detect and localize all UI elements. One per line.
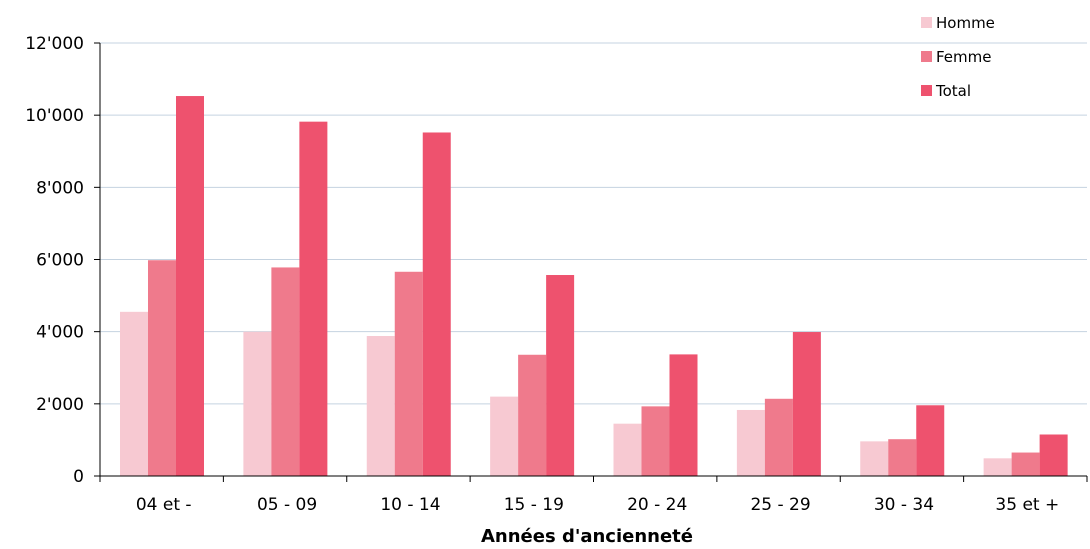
x-tick-label: 20 - 24 [627, 495, 687, 515]
bar-total-0 [176, 96, 204, 476]
bar-total-7 [1039, 434, 1068, 476]
bar-femme-6 [888, 439, 917, 476]
bar-homme-1 [243, 331, 272, 476]
x-tick-labels: 04 et - 05 - 09 10 - 14 15 - 19 20 - 24 25 - … [136, 495, 1059, 515]
bar-homme-6 [860, 441, 889, 476]
legend-swatch-total [921, 85, 932, 96]
y-tick-label: 4'000 [36, 323, 84, 343]
y-tick-labels: 0 2'000 4'000 6'000 8'000 10'000 12'000 [25, 34, 84, 487]
bar-homme-2 [366, 335, 395, 476]
legend-label-femme: Femme [936, 48, 992, 66]
y-tick-label: 6'000 [36, 251, 84, 271]
bar-femme-5 [764, 398, 793, 476]
bar-homme-0 [120, 311, 148, 476]
bars [120, 96, 1068, 476]
bar-total-2 [422, 132, 451, 476]
legend-swatch-homme [921, 17, 932, 28]
y-tick-label: 10'000 [25, 106, 84, 126]
y-tick-label: 8'000 [36, 178, 84, 198]
y-tick-label: 12'000 [25, 34, 84, 54]
bar-femme-2 [394, 271, 423, 476]
bar-total-5 [792, 332, 821, 476]
bar-homme-7 [983, 458, 1012, 476]
bar-femme-7 [1011, 452, 1040, 476]
bar-total-1 [299, 121, 328, 476]
bar-femme-0 [148, 260, 176, 476]
x-tick-label: 04 et - [136, 495, 192, 515]
axes [94, 42, 1088, 482]
legend-swatch-femme [921, 51, 932, 62]
bar-total-4 [669, 354, 698, 476]
x-tick-label: 05 - 09 [257, 495, 317, 515]
bar-total-3 [546, 275, 575, 476]
bar-femme-1 [271, 267, 300, 476]
x-tick-label: 25 - 29 [750, 495, 810, 515]
x-tick-label: 35 et + [995, 495, 1059, 515]
y-tick-label: 2'000 [36, 395, 84, 415]
x-tick-label: 15 - 19 [504, 495, 564, 515]
legend-label-total: Total [935, 82, 971, 100]
bar-homme-5 [736, 409, 765, 476]
y-tick-label: 0 [73, 467, 84, 487]
bar-homme-4 [613, 423, 642, 476]
legend: Homme Femme Total [921, 14, 995, 100]
x-axis-label: Années d'ancienneté [481, 526, 693, 547]
bar-total-6 [916, 405, 945, 476]
x-tick-label: 30 - 34 [874, 495, 934, 515]
x-tick-label: 10 - 14 [380, 495, 440, 515]
bar-femme-4 [641, 406, 670, 476]
bar-femme-3 [518, 354, 547, 476]
bar-homme-3 [490, 396, 519, 476]
legend-label-homme: Homme [936, 14, 995, 32]
